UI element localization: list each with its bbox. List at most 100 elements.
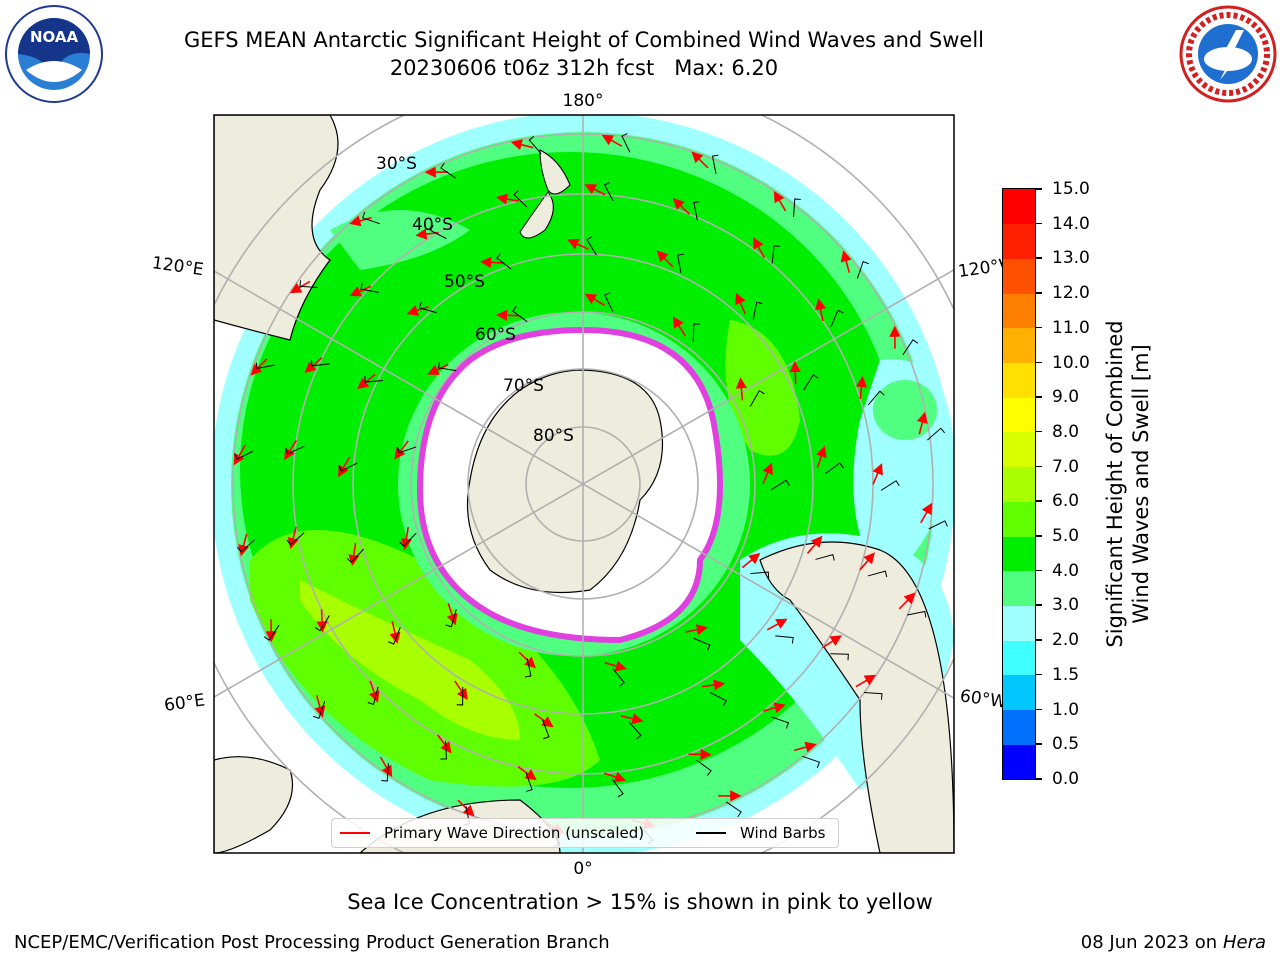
colorbar-segment xyxy=(1003,258,1035,294)
legend-red-line xyxy=(340,832,370,834)
wind-barb xyxy=(752,301,763,321)
colorbar-tick xyxy=(1035,604,1042,606)
host-name: Hera xyxy=(1222,932,1266,953)
chart-title: GEFS MEAN Antarctic Significant Height o… xyxy=(0,26,1168,82)
colorbar-tick-label: 10.0 xyxy=(1052,352,1090,373)
run-date-text: 08 Jun 2023 xyxy=(1080,932,1190,953)
wind-barb xyxy=(771,716,790,729)
wave-arrow xyxy=(898,592,916,610)
wind-barb xyxy=(711,154,719,174)
colorbar-segment xyxy=(1003,327,1035,364)
wave-arrow xyxy=(735,377,747,401)
wind-barb xyxy=(440,162,457,179)
colorbar-tick-label: 2.0 xyxy=(1052,630,1080,651)
wave-arrow xyxy=(702,679,726,691)
title-line-1: GEFS MEAN Antarctic Significant Height o… xyxy=(183,28,985,52)
wind-barb xyxy=(396,446,417,454)
wind-barb xyxy=(513,190,528,208)
wind-barb xyxy=(749,390,765,407)
colorbar-tick xyxy=(1035,257,1042,259)
wind-barb xyxy=(418,301,437,314)
colorbar-tick xyxy=(1035,500,1042,502)
wind-barb xyxy=(299,280,318,288)
wind-barb xyxy=(285,445,305,455)
wind-barb xyxy=(528,135,542,155)
colorbar-tick-label: 1.0 xyxy=(1052,699,1080,720)
wave-arrow xyxy=(685,624,708,636)
wind-barb xyxy=(677,253,684,273)
colorbar-tick xyxy=(1035,569,1042,572)
wave-arrow xyxy=(394,440,409,460)
wind-barb xyxy=(907,610,927,618)
wind-barb xyxy=(604,292,614,312)
wind-barb xyxy=(445,609,457,628)
wind-barb xyxy=(692,323,700,342)
colorbar-segment xyxy=(1003,605,1035,641)
wind-barb xyxy=(234,450,254,460)
wind-barb xyxy=(793,198,801,217)
wave-arrow xyxy=(859,552,875,571)
wave-arrow xyxy=(567,239,589,250)
colorbar-tick-label: 3.0 xyxy=(1052,595,1080,616)
colorbar-tick-label: 1.5 xyxy=(1052,664,1080,685)
wave-arrow xyxy=(233,444,246,466)
colorbar-tick-label: 0.5 xyxy=(1052,734,1080,755)
new-zealand-south xyxy=(519,191,554,239)
wind-barb xyxy=(399,532,417,547)
lat-label-30: 30°S xyxy=(376,154,417,174)
wave-arrow xyxy=(250,358,268,376)
wave-arrow xyxy=(406,305,429,316)
colorbar-segment xyxy=(1003,293,1035,329)
run-date-on: on xyxy=(1194,932,1218,953)
wave-arrow xyxy=(735,292,746,315)
wave-arrow xyxy=(815,298,827,322)
wave-arrow xyxy=(584,184,606,196)
wind-barb xyxy=(586,236,597,256)
colorbar-segment xyxy=(1003,397,1035,433)
colorbar-title-text: Significant Height of Combined Wind Waves… xyxy=(1102,320,1154,647)
wave-arrow xyxy=(495,309,520,321)
colorbar-tick-label: 11.0 xyxy=(1052,317,1090,338)
wind-barb xyxy=(346,548,364,564)
legend-black-line xyxy=(696,832,726,834)
colorbar-segment xyxy=(1003,709,1035,745)
wind-barb xyxy=(830,653,849,661)
wave-arrow xyxy=(789,360,801,385)
wave-arrow xyxy=(400,526,412,550)
wind-barb xyxy=(440,740,447,760)
wave-arrow xyxy=(691,151,709,169)
wind-barb xyxy=(511,305,528,323)
wind-barb xyxy=(361,212,380,225)
colorbar-tick-label: 6.0 xyxy=(1052,491,1080,512)
wind-barb xyxy=(830,309,844,328)
wind-barb xyxy=(236,539,256,553)
sea-ice xyxy=(416,326,723,644)
wave-arrow xyxy=(763,702,786,714)
colorbar-tick xyxy=(1035,396,1042,398)
map-legend: Primary Wave Direction (unscaled) Wind B… xyxy=(331,818,839,848)
wind-barb xyxy=(313,701,326,720)
colorbar-segment xyxy=(1003,674,1035,711)
wind-barb xyxy=(311,359,330,367)
wave-arrow xyxy=(840,250,852,273)
wave-arrow xyxy=(762,462,773,485)
wind-barb xyxy=(524,658,532,678)
colorbar-tick xyxy=(1035,222,1042,225)
colorbar-tick-label: 12.0 xyxy=(1052,283,1090,304)
colorbar-segment xyxy=(1003,431,1035,468)
wave-arrow xyxy=(766,618,788,631)
wave-arrow xyxy=(872,463,883,485)
wave-arrow xyxy=(496,193,520,205)
wave-field-tasman xyxy=(330,210,470,270)
wave-arrow xyxy=(806,535,823,554)
wave-arrow xyxy=(816,445,827,468)
wave-arrow xyxy=(457,799,475,817)
colorbar-tick xyxy=(1035,743,1042,745)
wind-barb xyxy=(496,253,512,270)
national-weather-service-logo xyxy=(1178,4,1278,108)
wind-barb xyxy=(364,376,384,383)
wave-arrow xyxy=(436,734,452,754)
wave-arrow xyxy=(601,134,623,147)
wave-arrow xyxy=(821,635,842,649)
colorbar-tick-label: 13.0 xyxy=(1052,248,1090,269)
